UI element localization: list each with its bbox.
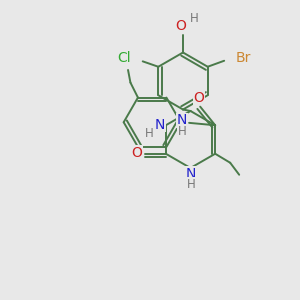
- Text: O: O: [193, 91, 204, 105]
- Text: H: H: [145, 127, 153, 140]
- Text: N: N: [177, 113, 188, 128]
- Text: H: H: [187, 178, 196, 191]
- Text: N: N: [154, 118, 165, 132]
- Text: O: O: [131, 146, 142, 160]
- Text: H: H: [178, 125, 187, 138]
- Text: N: N: [186, 167, 196, 181]
- Text: O: O: [176, 19, 186, 32]
- Text: H: H: [190, 12, 199, 26]
- Text: Cl: Cl: [118, 51, 131, 65]
- Text: Br: Br: [236, 51, 251, 65]
